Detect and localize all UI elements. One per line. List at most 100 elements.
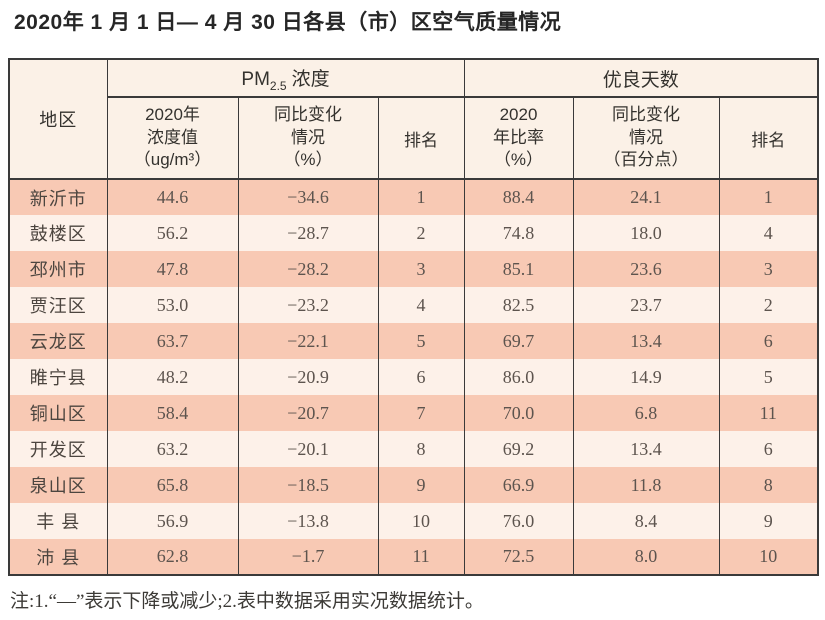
header-region: 地区 (8, 59, 108, 180)
header-line: 2020 (499, 105, 538, 125)
cell-gd-rank: 9 (718, 503, 819, 539)
header-group-row: 地区 PM2.5 浓度 优良天数 (8, 59, 819, 180)
header-pm-change: 同比变化 情况 （%） (237, 97, 379, 180)
cell-region: 开发区 (8, 431, 108, 467)
footnote: 注:1.“—”表示下降或减少;2.表中数据采用实况数据统计。 (10, 591, 484, 612)
cell-gd-ratio: 86.0 (463, 359, 574, 395)
pm25-label: PM2.5 浓度 (241, 68, 329, 93)
cell-pm-value: 44.6 (106, 179, 239, 215)
header-line: 同比变化 (612, 105, 680, 125)
header-line: 情况 (291, 127, 325, 147)
cell-pm-value: 56.9 (106, 503, 239, 539)
cell-pm-value: 47.8 (106, 251, 239, 287)
cell-pm-rank: 3 (377, 251, 465, 287)
cell-region: 新沂市 (8, 179, 108, 215)
page-title: 2020年 1 月 1 日— 4 月 30 日各县（市）区空气质量情况 (14, 11, 562, 34)
header-line: 浓度值 (147, 127, 198, 147)
cell-pm-rank: 11 (377, 539, 465, 575)
header-gd-rank: 排名 (718, 97, 819, 180)
cell-pm-rank: 6 (377, 359, 465, 395)
cell-gd-rank: 5 (718, 359, 819, 395)
cell-pm-value: 48.2 (106, 359, 239, 395)
cell-pm-rank: 5 (377, 323, 465, 359)
pm-prefix: PM (241, 68, 270, 90)
cell-region: 鼓楼区 (8, 215, 108, 251)
cell-pm-value: 65.8 (106, 467, 239, 503)
cell-pm-rank: 9 (377, 467, 465, 503)
cell-region: 贾汪区 (8, 287, 108, 323)
cell-gd-rank: 4 (718, 215, 819, 251)
table-row: 云龙区 63.7 −22.1 5 69.7 13.4 6 (8, 323, 819, 359)
cell-region: 云龙区 (8, 323, 108, 359)
header-gooddays-group: 优良天数 (463, 59, 819, 98)
cell-gd-change: 8.0 (572, 539, 720, 575)
cell-gd-ratio: 82.5 (463, 287, 574, 323)
header-line: 同比变化 (274, 105, 342, 125)
cell-gd-change: 6.8 (572, 395, 720, 431)
cell-pm-rank: 2 (377, 215, 465, 251)
header-sub-row: 2020年 浓度值 （ug/m³） 同比变化 情况 （%） 排名 2020 年比… (9, 97, 819, 180)
pm-subscript: 2.5 (269, 78, 287, 93)
header-line: 情况 (629, 127, 663, 147)
header-gd-ratio: 2020 年比率 （%） (463, 97, 574, 180)
table-header: 地区 PM2.5 浓度 优良天数 2020年 浓度值 （ug/m³） 同比变化 情… (8, 59, 819, 180)
cell-gd-ratio: 85.1 (463, 251, 574, 287)
cell-gd-change: 13.4 (572, 431, 720, 467)
cell-region: 丰 县 (8, 503, 108, 539)
table-row: 泉山区 65.8 −18.5 9 66.9 11.8 8 (8, 467, 819, 503)
cell-pm-change: −28.7 (237, 215, 379, 251)
cell-pm-change: −20.7 (237, 395, 379, 431)
header-gd-change: 同比变化 情况 （百分点） (572, 97, 720, 180)
cell-pm-change: −20.9 (237, 359, 379, 395)
cell-pm-rank: 4 (377, 287, 465, 323)
cell-gd-rank: 3 (718, 251, 819, 287)
table-row: 贾汪区 53.0 −23.2 4 82.5 23.7 2 (8, 287, 819, 323)
cell-region: 邳州市 (8, 251, 108, 287)
cell-pm-rank: 1 (377, 179, 465, 215)
cell-gd-ratio: 66.9 (463, 467, 574, 503)
header-line: 年比率 (493, 127, 544, 147)
cell-gd-rank: 2 (718, 287, 819, 323)
header-pm25-group: PM2.5 浓度 (106, 59, 465, 98)
cell-gd-change: 23.7 (572, 287, 720, 323)
table-row: 新沂市 44.6 −34.6 1 88.4 24.1 1 (8, 179, 819, 215)
cell-pm-change: −28.2 (237, 251, 379, 287)
cell-gd-change: 8.4 (572, 503, 720, 539)
cell-gd-change: 11.8 (572, 467, 720, 503)
cell-pm-change: −34.6 (237, 179, 379, 215)
table-body: 新沂市 44.6 −34.6 1 88.4 24.1 1 鼓楼区 56.2 −28.7 2 74.8 1… (8, 179, 819, 575)
cell-gd-ratio: 69.7 (463, 323, 574, 359)
cell-gd-change: 13.4 (572, 323, 720, 359)
table-row: 睢宁县 48.2 −20.9 6 86.0 14.9 5 (8, 359, 819, 395)
table-row: 鼓楼区 56.2 −28.7 2 74.8 18.0 4 (8, 215, 819, 251)
header-line: 2020年 (145, 105, 200, 125)
cell-gd-change: 18.0 (572, 215, 720, 251)
cell-pm-value: 63.2 (106, 431, 239, 467)
header-line: （%） (283, 150, 333, 170)
cell-pm-rank: 7 (377, 395, 465, 431)
cell-gd-change: 14.9 (572, 359, 720, 395)
header-pm-rank: 排名 (377, 97, 465, 180)
cell-pm-change: −22.1 (237, 323, 379, 359)
cell-gd-ratio: 70.0 (463, 395, 574, 431)
cell-pm-rank: 8 (377, 431, 465, 467)
cell-gd-rank: 11 (718, 395, 819, 431)
cell-pm-value: 63.7 (106, 323, 239, 359)
cell-gd-rank: 10 (718, 539, 819, 575)
cell-gd-rank: 6 (718, 323, 819, 359)
cell-pm-change: −20.1 (237, 431, 379, 467)
header-line: （%） (493, 150, 544, 170)
cell-pm-rank: 10 (377, 503, 465, 539)
cell-pm-value: 56.2 (106, 215, 239, 251)
header-pm-value: 2020年 浓度值 （ug/m³） (106, 97, 239, 180)
cell-pm-value: 53.0 (106, 287, 239, 323)
cell-region: 沛 县 (8, 539, 108, 575)
table-row: 开发区 63.2 −20.1 8 69.2 13.4 6 (8, 431, 819, 467)
cell-pm-change: −1.7 (237, 539, 379, 575)
cell-gd-change: 23.6 (572, 251, 720, 287)
table-row: 铜山区 58.4 −20.7 7 70.0 6.8 11 (8, 395, 819, 431)
cell-gd-change: 24.1 (572, 179, 720, 215)
cell-gd-rank: 1 (718, 179, 819, 215)
cell-pm-value: 62.8 (106, 539, 239, 575)
